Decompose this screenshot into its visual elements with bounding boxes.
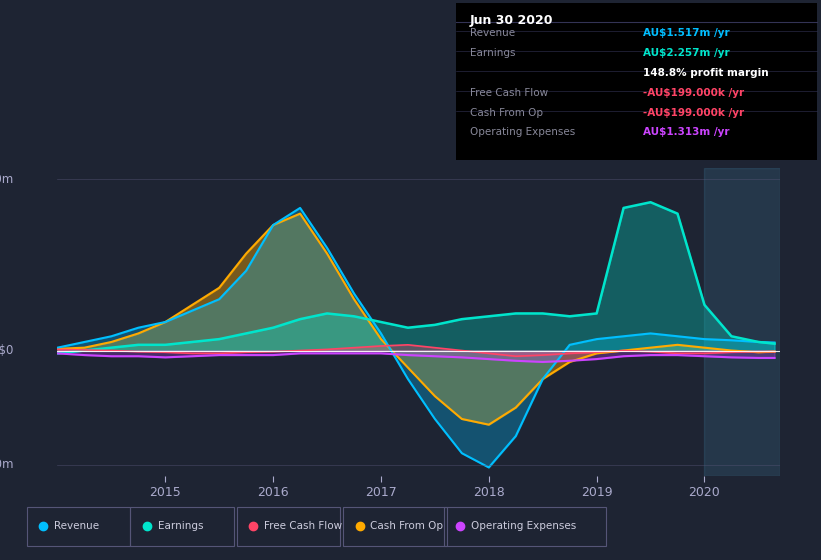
Text: -AU$199.000k /yr: -AU$199.000k /yr [644,87,745,97]
Text: -AU$199.000k /yr: -AU$199.000k /yr [644,108,745,118]
Text: AU$0: AU$0 [0,344,14,357]
Text: Earnings: Earnings [470,48,516,58]
Text: Free Cash Flow: Free Cash Flow [470,87,548,97]
Text: Cash From Op: Cash From Op [470,108,544,118]
Text: Cash From Op: Cash From Op [370,521,443,531]
Text: Earnings: Earnings [158,521,203,531]
Text: Free Cash Flow: Free Cash Flow [264,521,342,531]
Bar [704,168,780,476]
Text: -AU$20m: -AU$20m [0,458,14,471]
Text: Revenue: Revenue [470,28,516,38]
Text: Revenue: Revenue [54,521,99,531]
Text: 148.8% profit margin: 148.8% profit margin [644,68,769,78]
Text: Operating Expenses: Operating Expenses [471,521,576,531]
Text: AU$1.313m /yr: AU$1.313m /yr [644,128,730,137]
Text: Jun 30 2020: Jun 30 2020 [470,14,553,27]
Text: AU$2.257m /yr: AU$2.257m /yr [644,48,730,58]
Text: AU$30m: AU$30m [0,173,14,186]
Text: AU$1.517m /yr: AU$1.517m /yr [644,28,730,38]
Text: Operating Expenses: Operating Expenses [470,128,576,137]
